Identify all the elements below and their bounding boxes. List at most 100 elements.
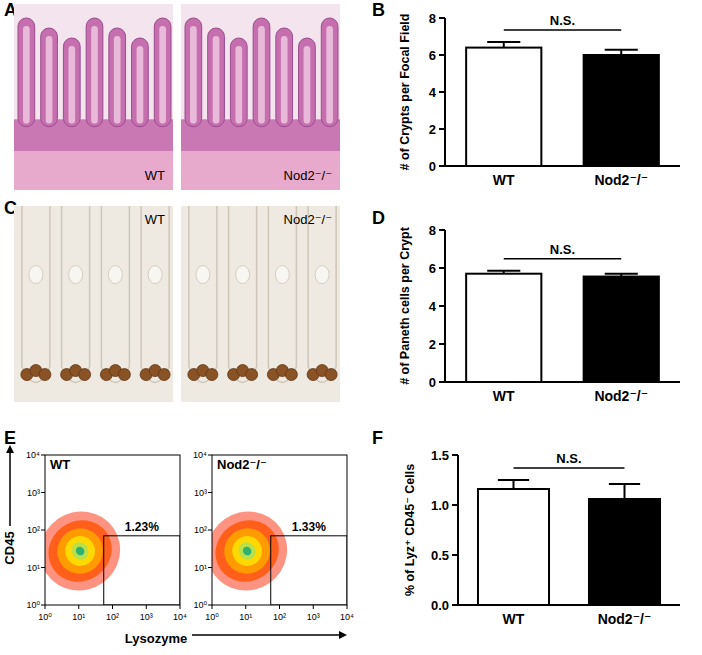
muscle-layer (181, 149, 340, 190)
plot-frame (45, 455, 180, 605)
villus (63, 38, 80, 127)
villus (109, 28, 126, 127)
y-tick-label: 0 (429, 375, 436, 390)
x-tick (180, 605, 181, 609)
density-contour (215, 519, 278, 582)
x-tick-label: Nod2⁻/⁻ (594, 388, 648, 404)
x-axis-label: Lysozyme (125, 631, 187, 646)
image-label: Nod2⁻/⁻ (284, 212, 332, 227)
goblet-cell (29, 266, 43, 284)
villus-core (258, 26, 265, 124)
error-bar (605, 50, 638, 55)
x-tick (279, 605, 280, 609)
panel-letter: D (372, 208, 385, 228)
goblet-cell (148, 266, 162, 284)
x-tick-label: 10³ (307, 612, 320, 622)
villus (321, 18, 338, 127)
y-tick-label: 10⁰ (26, 600, 40, 610)
flow-plot: 1.23%WT10⁰10¹10²10³10⁴10⁰10¹10²10³10⁴ (25, 450, 188, 622)
y-tick (41, 530, 45, 531)
x-tick (78, 605, 79, 609)
error-stem (513, 480, 515, 489)
sample-label: Nod2⁻/⁻ (217, 457, 267, 472)
goblet-cell (196, 266, 210, 284)
bar (589, 499, 660, 605)
background (181, 4, 340, 190)
y-tick (439, 165, 445, 167)
y-tick-label: 0.0 (431, 598, 449, 613)
crypt-outline (268, 206, 296, 382)
villus (230, 38, 247, 127)
y-tick (439, 267, 445, 269)
bar-chart: 02468# of Crypts per Focal FieldWTNod2⁻/… (398, 11, 680, 188)
paneth-granule (118, 369, 130, 381)
x-tick-label: 10⁰ (38, 612, 52, 622)
y-tick (439, 91, 445, 93)
density-contour (45, 496, 136, 605)
density-contour (212, 508, 291, 594)
significance-line (504, 258, 622, 260)
y-tick (41, 605, 45, 606)
bar (478, 489, 549, 605)
x-tick-label: WT (493, 172, 515, 188)
density-contour (212, 496, 303, 605)
y-tick-label: 10⁰ (193, 600, 207, 610)
paneth-granule (325, 369, 337, 381)
y-tick-label: 1.5 (431, 448, 449, 463)
marks (466, 42, 659, 166)
error-bar (487, 42, 520, 48)
density-contour (48, 519, 111, 582)
y-tick-label: 4 (429, 299, 437, 314)
micrograph (181, 206, 340, 402)
y-tick-label: 6 (429, 261, 436, 276)
error-bar (609, 484, 640, 499)
y-tick-label: 10³ (27, 488, 40, 498)
bar-chart: 0.00.51.01.5% of Lyz⁺ CD45⁻ CellsWTNod2⁻… (403, 448, 680, 627)
crypt-outline (62, 206, 90, 382)
density-contour (45, 508, 124, 594)
y-tick (208, 455, 212, 456)
density-contour (68, 539, 92, 563)
villus-core (91, 26, 98, 124)
panel-letter: E (4, 428, 16, 448)
y-tick (439, 54, 445, 56)
arrow-head (339, 631, 347, 639)
y-axis-label: # of Paneth cells per Crypt (398, 226, 412, 385)
y-tick-label: 6 (429, 48, 436, 63)
error-bar (498, 480, 529, 489)
y-tick (208, 530, 212, 531)
bar (466, 48, 541, 166)
crypt-outline (141, 206, 169, 382)
y-tick (452, 504, 458, 506)
error-cap (498, 479, 529, 481)
micrograph (181, 4, 340, 190)
axis-arrow (192, 634, 341, 636)
gate (271, 536, 347, 605)
y-axis-label: # of Crypts per Focal Field (398, 14, 412, 171)
significance-line (514, 467, 625, 469)
gate (104, 536, 180, 605)
significance-label: N.S. (550, 242, 575, 257)
axis-arrow (9, 447, 11, 526)
villus (185, 18, 202, 127)
x-tick-label: Nod2⁻/⁻ (594, 172, 648, 188)
image-label: Nod2⁻/⁻ (284, 168, 332, 183)
x-tick-label: WT (503, 611, 525, 627)
y-tick (41, 455, 45, 456)
y-tick-label: 2 (429, 337, 436, 352)
y-axis-label: CD45 (2, 531, 17, 564)
x-tick-label: 10³ (140, 612, 153, 622)
villus-core (23, 26, 30, 124)
panel-letter: B (372, 0, 385, 20)
y-tick-label: 1.0 (431, 498, 449, 513)
crypt-outline (22, 206, 50, 382)
bar (584, 55, 659, 166)
villus (299, 38, 316, 127)
villus (18, 18, 35, 127)
crypt-outline (308, 206, 336, 382)
x-tick-label: 10² (273, 612, 286, 622)
villus-core (235, 46, 242, 124)
villus (276, 28, 293, 127)
x-tick-label: 10¹ (239, 612, 252, 622)
y-tick (208, 492, 212, 493)
